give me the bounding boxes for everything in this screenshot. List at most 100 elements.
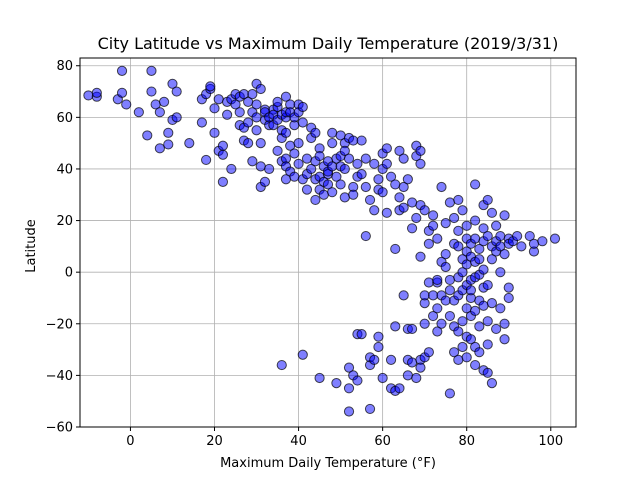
- data-point: [280, 127, 292, 138]
- y-tick-label: 20: [56, 214, 73, 229]
- data-point: [352, 158, 363, 169]
- x-axis-label: Maximum Daily Temperature (°F): [220, 456, 436, 471]
- data-point: [440, 249, 451, 260]
- data-point: [373, 331, 384, 342]
- data-point: [331, 378, 342, 389]
- x-tick-label: 100: [538, 434, 563, 449]
- data-point: [491, 220, 502, 231]
- data-point: [491, 323, 502, 335]
- data-point: [499, 210, 510, 221]
- data-point: [482, 230, 493, 242]
- data-point: [339, 145, 350, 156]
- data-point: [247, 156, 258, 167]
- data-point: [486, 254, 498, 265]
- data-point: [470, 233, 481, 244]
- y-tick-label: −20: [46, 317, 73, 332]
- data-point: [327, 127, 338, 138]
- data-point: [453, 194, 464, 206]
- data-point: [470, 305, 481, 316]
- chart-title: City Latitude vs Maximum Daily Temperatu…: [98, 34, 559, 53]
- data-point: [385, 171, 397, 182]
- data-point: [398, 202, 409, 213]
- data-point: [377, 372, 388, 384]
- data-point: [394, 145, 405, 156]
- data-point: [427, 220, 439, 231]
- data-point: [205, 81, 216, 92]
- data-point: [398, 290, 409, 301]
- data-point: [503, 292, 514, 304]
- data-point: [432, 233, 443, 244]
- data-point: [499, 334, 510, 345]
- data-point: [461, 352, 472, 363]
- data-point: [297, 117, 308, 128]
- data-point: [121, 99, 132, 110]
- data-point: [499, 249, 510, 260]
- data-point: [474, 347, 485, 358]
- data-point: [390, 321, 401, 332]
- data-point: [419, 318, 430, 329]
- x-tick-label: 0: [126, 434, 134, 449]
- data-point: [364, 403, 376, 415]
- data-point: [293, 138, 304, 149]
- data-point: [457, 205, 468, 216]
- data-point: [449, 347, 460, 358]
- data-point: [461, 220, 472, 231]
- data-point: [385, 354, 397, 366]
- data-point: [512, 230, 523, 242]
- data-point: [213, 94, 224, 105]
- data-point: [196, 117, 207, 128]
- data-point: [516, 241, 527, 252]
- data-point: [171, 86, 182, 97]
- y-tick-label: 80: [56, 59, 73, 74]
- data-point: [163, 139, 174, 150]
- data-point: [318, 189, 329, 200]
- data-point: [369, 205, 380, 216]
- data-point: [486, 298, 498, 309]
- data-point: [116, 65, 128, 77]
- data-point: [528, 238, 540, 249]
- data-point: [381, 207, 392, 218]
- x-tick-label: 60: [374, 434, 391, 449]
- data-point: [373, 174, 384, 185]
- data-point: [524, 230, 535, 242]
- data-point: [470, 215, 481, 226]
- data-point: [486, 378, 498, 389]
- x-tick-label: 40: [290, 434, 307, 449]
- data-point: [163, 127, 174, 138]
- data-point: [373, 341, 384, 353]
- data-point: [133, 107, 144, 118]
- data-point: [360, 181, 371, 193]
- data-point: [142, 130, 153, 141]
- data-point: [427, 210, 439, 221]
- data-point: [314, 150, 325, 162]
- data-point: [209, 103, 220, 114]
- data-point: [411, 212, 422, 224]
- data-point: [499, 318, 510, 329]
- data-point: [251, 112, 262, 123]
- data-point: [453, 326, 464, 337]
- data-point: [322, 179, 334, 190]
- data-point: [167, 78, 178, 89]
- data-point: [415, 251, 426, 262]
- data-point: [381, 143, 392, 154]
- data-point: [482, 316, 493, 327]
- y-tick-label: −40: [46, 369, 73, 384]
- data-point: [423, 347, 434, 358]
- data-point: [390, 243, 401, 255]
- data-point: [201, 154, 212, 166]
- y-tick-label: 60: [56, 111, 73, 126]
- data-point: [234, 107, 245, 118]
- data-point: [293, 158, 304, 169]
- data-point: [343, 153, 355, 164]
- data-point: [348, 135, 359, 146]
- data-point: [436, 318, 447, 329]
- data-point: [444, 388, 455, 399]
- data-point: [465, 334, 477, 345]
- data-point: [251, 99, 262, 110]
- data-point: [360, 230, 371, 242]
- data-point: [453, 225, 464, 236]
- data-point: [419, 205, 430, 216]
- data-point: [264, 163, 275, 175]
- data-points: [83, 65, 561, 417]
- data-point: [406, 223, 418, 234]
